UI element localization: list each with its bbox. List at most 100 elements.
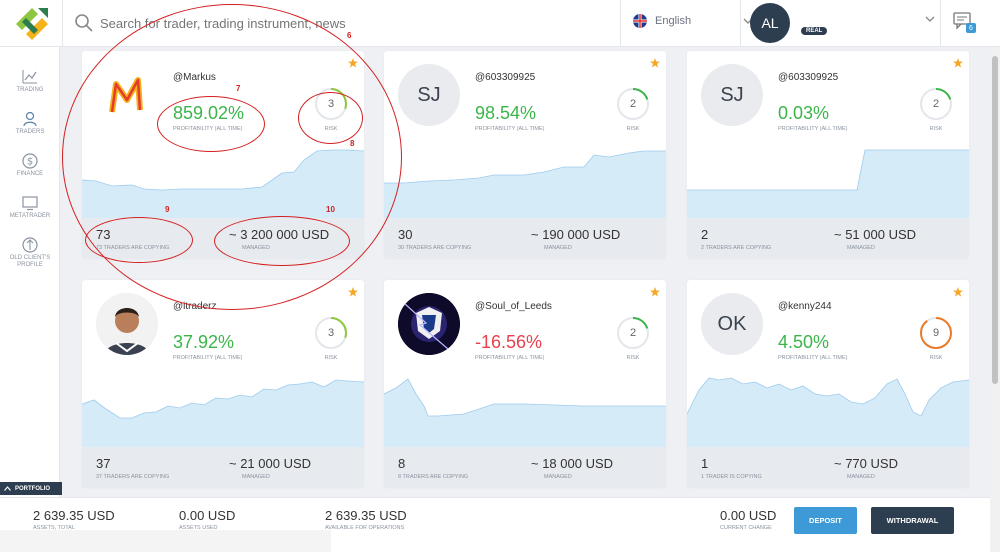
copiers-count: 37 [96,456,111,471]
risk-value: 2 [932,98,940,110]
divider [940,0,941,47]
messages-button[interactable]: 6 [952,11,978,37]
assets-total: 2 639.35 USD ASSETS, TOTAL [33,508,115,531]
chevron-up-icon [4,486,11,491]
star-icon[interactable] [953,287,963,297]
profitability-label: PROFITABILITY (ALL TIME) [475,355,545,361]
risk-value: 3 [327,327,335,339]
card-footer: 1 1 TRADER IS COPYING ~ 770 USD MANAGED [687,447,969,488]
risk-label: RISK [324,355,338,361]
star-icon[interactable] [650,58,660,68]
annotation-ellipse [85,217,193,263]
app-logo[interactable] [12,4,52,44]
sidebar-item-trading[interactable]: TRADING [0,69,60,94]
language-label: English [655,15,692,27]
star-icon[interactable] [650,287,660,297]
managed-value: ~ 18 000 USD [531,456,614,471]
copiers-count: 1 [701,456,709,471]
annotation-number: 8 [350,139,355,148]
risk-label: RISK [929,355,943,361]
sidebar-item-finance[interactable]: $ FINANCE [0,153,60,178]
deposit-button[interactable]: DEPOSIT [794,507,857,534]
profitability-value: 98.54% [475,103,537,123]
profitability-value: 37.92% [173,332,235,352]
managed-value: ~ 190 000 USD [531,227,621,242]
risk-gauge [617,317,649,349]
sidebar-item-label: METATRADER [9,213,51,219]
user-avatar[interactable]: AL [750,3,790,43]
performance-chart [384,378,666,447]
risk-value: 2 [629,327,637,339]
divider [740,0,741,47]
trader-card[interactable]: @itraderz 37.92% PROFITABILITY (ALL TIME… [82,280,364,488]
sidebar-item-label: FINANCE [16,171,44,177]
annotation-number: 10 [326,205,335,214]
dollar-icon: $ [22,153,38,169]
trader-name[interactable]: @603309925 [475,72,536,83]
card-footer: 8 8 TRADERS ARE COPYING ~ 18 000 USD MAN… [384,447,666,488]
lower-strip [0,530,331,552]
trader-name[interactable]: @itraderz [173,301,217,312]
current-change-value: 0.00 USD [720,508,777,523]
profitability-label: PROFITABILITY (ALL TIME) [778,355,848,361]
sidebar-item-old-profile[interactable]: OLD CLIENT'S PROFILE [0,237,60,269]
profitability-label: PROFITABILITY (ALL TIME) [475,126,545,132]
avatar [96,293,158,355]
assets-used-value: 0.00 USD [179,508,236,523]
chart-icon [22,70,37,84]
sidebar-item-label: OLD CLIENT'S PROFILE [9,255,51,268]
available-value: 2 639.35 USD [325,508,407,523]
trader-name[interactable]: @603309925 [778,72,839,83]
managed-label: MANAGED [847,245,875,251]
performance-chart [82,379,364,447]
chat-icon [953,12,971,30]
annotation-number: 7 [236,84,241,93]
performance-chart [384,150,666,218]
managed-value: ~ 51 000 USD [834,227,917,242]
trader-card[interactable]: @Soul_of_Leeds -16.56% PROFITABILITY (AL… [384,280,666,488]
managed-label: MANAGED [847,474,875,480]
card-footer: 30 30 TRADERS ARE COPYING ~ 190 000 USD … [384,218,666,259]
avatar [398,293,460,355]
account-type-badge: REAL [801,27,828,35]
language-selector[interactable]: English [633,14,753,28]
current-change: 0.00 USD CURRENT CHANGE [720,508,776,531]
profitability-value: -16.56% [475,332,543,352]
copiers-count: 2 [701,227,709,242]
trader-name[interactable]: @kenny244 [778,301,832,312]
search-icon [75,14,93,32]
profitability-label: PROFITABILITY (ALL TIME) [173,355,243,361]
annotation-number: 9 [165,205,170,214]
trader-card[interactable]: OK @kenny244 4.50% PROFITABILITY (ALL TI… [687,280,969,488]
profitability-label: PROFITABILITY (ALL TIME) [778,126,848,132]
svg-text:$: $ [27,157,33,168]
managed-value: ~ 770 USD [834,456,898,471]
scrollbar-thumb[interactable] [992,56,998,384]
assets-used-label: ASSETS USED [179,525,218,531]
trader-card[interactable]: SJ @603309925 98.54% PROFITABILITY (ALL … [384,51,666,259]
star-icon[interactable] [348,287,358,297]
available-for-operations: 2 639.35 USD AVAILABLE FOR OPERATIONS [325,508,407,531]
assets-total-label: ASSETS, TOTAL [33,525,75,531]
avatar: SJ [398,64,460,126]
chevron-down-icon[interactable] [925,16,935,22]
sidebar-item-traders[interactable]: TRADERS [0,111,60,136]
annotation-ellipse [157,96,265,152]
portfolio-tab[interactable]: PORTFOLIO [0,482,62,495]
sidebar-item-label: TRADING [16,87,44,93]
risk-label: RISK [626,126,640,132]
trader-card[interactable]: SJ @603309925 0.03% PROFITABILITY (ALL T… [687,51,969,259]
managed-label: MANAGED [242,474,270,480]
withdrawal-button[interactable]: WITHDRAWAL [871,507,954,534]
star-icon[interactable] [953,58,963,68]
assets-total-value: 2 639.35 USD [33,508,115,523]
copiers-label: 2 TRADERS ARE COPYING [701,245,772,251]
trader-name[interactable]: @Soul_of_Leeds [475,301,552,312]
sidebar-item-metatrader[interactable]: METATRADER [0,195,60,220]
traders-icon [23,111,37,127]
portfolio-bar: 2 639.35 USD ASSETS, TOTAL 0.00 USD ASSE… [0,497,990,552]
risk-label: RISK [929,126,943,132]
leeds-crest-icon [398,293,460,355]
card-footer: 2 2 TRADERS ARE COPYING ~ 51 000 USD MAN… [687,218,969,259]
annotation-ellipse [298,92,363,144]
